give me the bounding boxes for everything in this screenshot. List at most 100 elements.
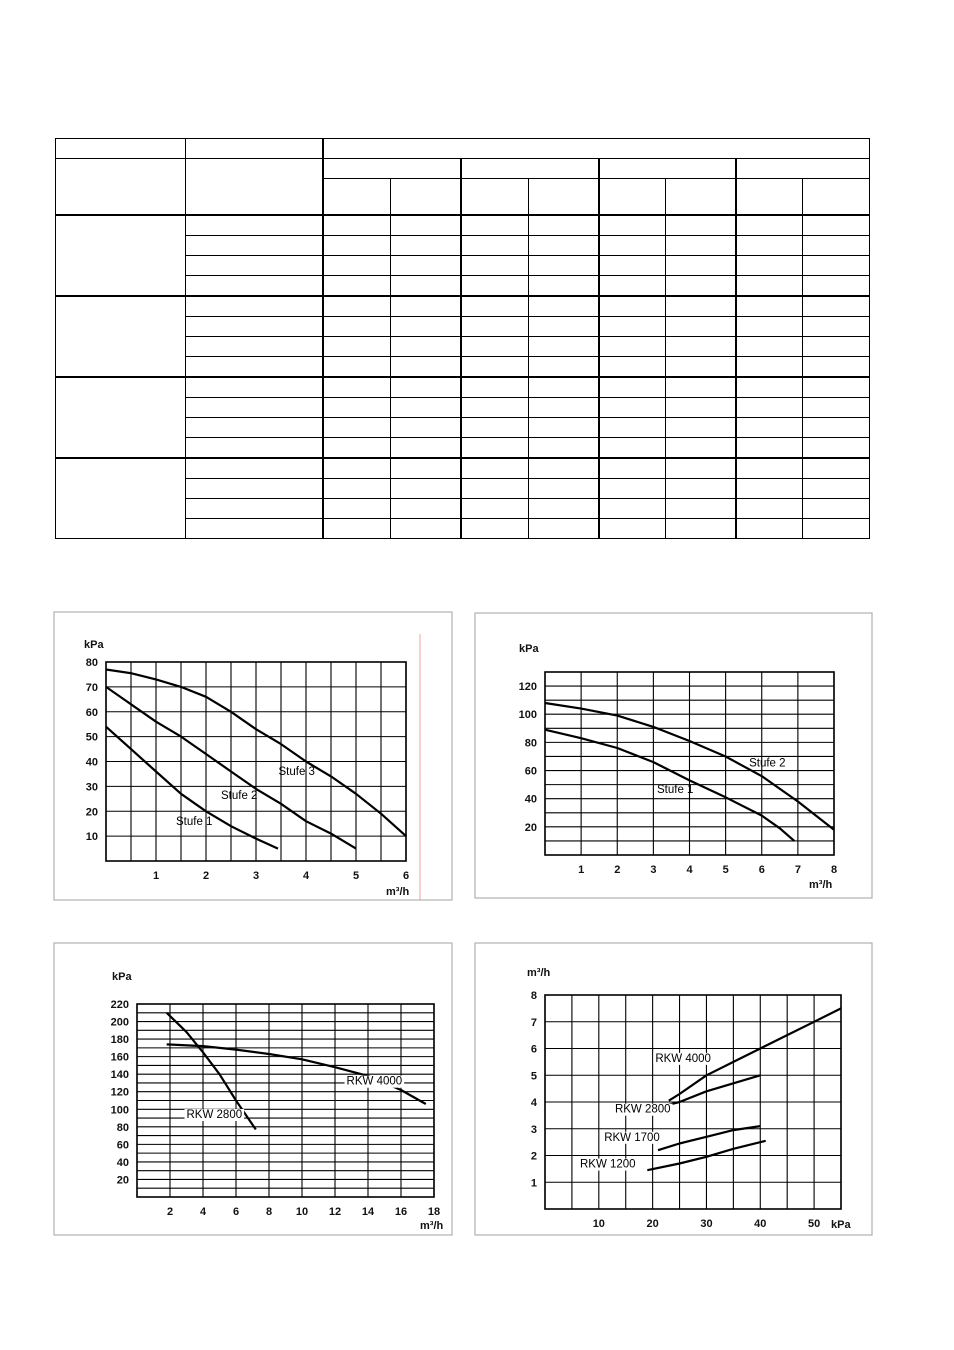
x-tick-label: 6 [233,1206,239,1218]
series-label: Stufe 2 [749,757,785,769]
series-line-stufe-1 [105,725,279,850]
series-label: RKW 1200 [580,1159,636,1171]
y-tick-label: 2 [531,1151,537,1163]
y-tick-label: 5 [531,1070,537,1082]
y-tick-label: 60 [86,707,98,719]
series-label: RKW 4000 [347,1076,403,1088]
y-tick-label: 6 [531,1044,537,1056]
x-tick-label: 1 [153,870,159,882]
group-cell [55,457,186,539]
header-row [55,158,870,216]
x-axis-label: m³/h [420,1220,444,1232]
series-line-rkw-2800 [668,1074,761,1106]
y-tick-label: 20 [525,822,537,834]
series-label: Stufe 3 [279,766,315,778]
y-tick-label: 10 [86,831,98,843]
y-tick-label: 220 [111,999,129,1011]
plot-border [136,1003,435,1198]
table-row [56,397,870,418]
series-label-bg [612,1103,673,1116]
y-tick-label: 60 [117,1139,129,1151]
y-tick-label: 140 [111,1069,129,1081]
y-tick-label: 40 [117,1157,129,1169]
x-tick-label: 5 [723,864,729,876]
x-tick-label: 1 [578,864,584,876]
series-label: Stufe 1 [657,784,693,796]
x-tick-label: 4 [303,870,310,882]
series-label: RKW 1700 [604,1132,660,1144]
table-row [56,235,870,256]
y-tick-label: 100 [111,1104,129,1116]
y-tick-label: 3 [531,1124,537,1136]
header-sub-cell [802,178,870,216]
x-tick-label: 18 [428,1206,440,1218]
header-group-cell [734,158,870,179]
y-tick-label: 120 [519,681,537,693]
table-cell [802,336,870,357]
x-tick-label: 6 [403,870,409,882]
y-tick-label: 20 [117,1174,129,1186]
table-row [56,498,870,519]
series-line-rkw-1700 [657,1125,761,1152]
table-cell [802,518,870,539]
x-tick-label: 30 [700,1218,712,1230]
series-label-bg [184,1109,245,1122]
x-tick-label: 2 [167,1206,173,1218]
series-line-stufe-3 [105,668,407,837]
table-row [56,255,870,276]
table-cell [802,255,870,276]
series-line-stufe-2 [105,685,357,850]
x-tick-label: 10 [296,1206,308,1218]
chart-1: 10 20 30 40 50 60 70 80 1 2 3 4 5 6 kPa m³/h Stufe 3 Stuf… [53,611,453,901]
x-tick-label: 10 [593,1218,605,1230]
y-tick-label: 200 [111,1017,129,1029]
y-tick-label: 180 [111,1034,129,1046]
y-tick-label: 70 [86,682,98,694]
plot-border [544,994,842,1210]
header-sub-cell [528,178,599,216]
chart-frame [53,942,453,1236]
y-tick-label: 8 [531,990,537,1002]
chart-4: 1 2 3 4 5 6 7 8 10 20 30 40 50 m³/h kPa RKW 4000 RKW 280… [474,942,873,1236]
x-tick-label: 2 [614,864,620,876]
y-tick-label: 120 [111,1087,129,1099]
x-tick-label: 4 [686,864,693,876]
series-label: RKW 2800 [615,1104,671,1116]
series-label: Stufe 2 [221,790,257,802]
series-label: RKW 4000 [655,1053,711,1065]
x-tick-label: 40 [754,1218,766,1230]
spec-table [55,138,870,539]
chart-frame [53,611,453,901]
plot-border [544,671,835,856]
y-tick-label: 80 [525,737,537,749]
x-tick-label: 2 [203,870,209,882]
table-row [56,336,870,357]
header-sub-cell [390,178,461,216]
table-row [56,518,870,539]
series-label: Stufe 1 [176,816,212,828]
x-tick-label: 8 [266,1206,272,1218]
table-row [55,457,870,539]
x-tick-label: 5 [353,870,359,882]
x-axis-label: kPa [831,1219,851,1231]
header-cell [55,158,186,216]
series-label-bg [577,1158,638,1171]
x-tick-label: 8 [831,864,837,876]
x-tick-label: 3 [650,864,656,876]
x-tick-label: 12 [329,1206,341,1218]
chart-frame [474,942,873,1236]
x-axis-label: m³/h [809,879,833,891]
table-row [55,376,870,459]
series-line-stufe-2 [544,701,835,831]
y-tick-label: 80 [117,1122,129,1134]
chart-3: 20 40 60 80 100 120 140 160 180 200 220 2 4 6 8 10 12 14 1… [53,942,453,1236]
chart-2: 20 40 60 80 100 120 1 2 3 4 5 6 7 8 kPa m³/h Stufe 2 Stuf… [474,612,873,899]
y-tick-label: 30 [86,781,98,793]
plot-border [105,661,407,862]
x-tick-label: 3 [253,870,259,882]
table-row [56,437,870,459]
header-row [56,178,870,216]
series-label-bg [602,1131,662,1144]
series-label-bg [344,1075,405,1088]
